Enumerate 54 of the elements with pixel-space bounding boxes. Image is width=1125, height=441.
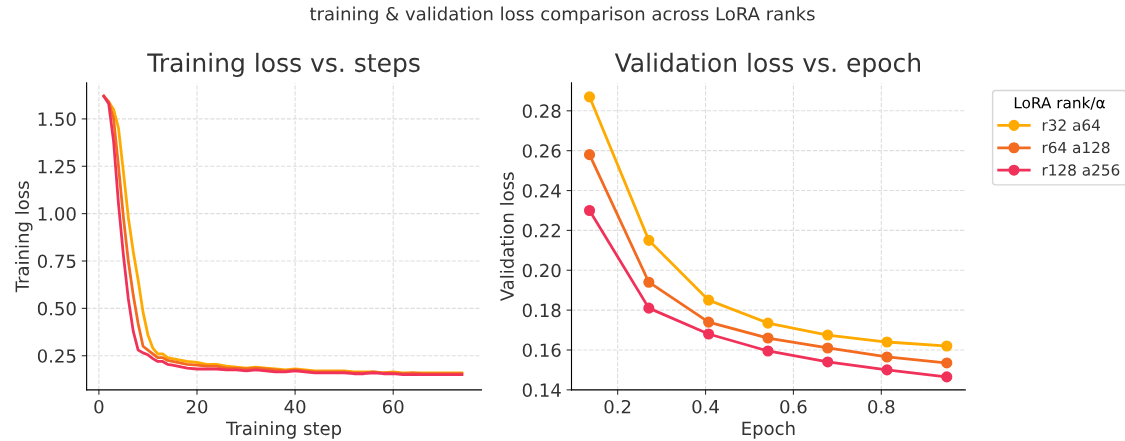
point xyxy=(703,294,715,306)
legend-label: r64 a128 xyxy=(1042,141,1110,154)
point xyxy=(762,332,774,344)
y-tick-label: 0.14 xyxy=(522,383,561,397)
point xyxy=(941,357,953,369)
point xyxy=(643,276,655,288)
point xyxy=(643,302,655,314)
point xyxy=(703,328,715,340)
legend-label: r32 a64 xyxy=(1042,119,1100,131)
point xyxy=(643,234,655,246)
point xyxy=(822,329,834,341)
x-tick-label: 20 xyxy=(186,399,208,414)
y-tick-label: 0.26 xyxy=(522,144,561,158)
x-tick-label: 0.8 xyxy=(868,399,895,414)
x-tick-label: 0.6 xyxy=(780,399,807,414)
point xyxy=(822,356,834,368)
y-tick-label: 0.75 xyxy=(37,254,76,269)
y-tick-label: 0.50 xyxy=(37,301,76,316)
y-tick-label: 0.25 xyxy=(37,349,76,363)
y-tick-label: 0.20 xyxy=(522,263,561,278)
x-axis-title: Epoch xyxy=(742,421,795,439)
x-tick-label: 60 xyxy=(382,399,404,414)
point xyxy=(583,91,596,103)
y-tick-label: 0.18 xyxy=(522,303,561,318)
point xyxy=(583,149,596,161)
y-axis-title: Validation loss xyxy=(499,172,514,302)
y-tick-label: 0.16 xyxy=(522,343,561,358)
point xyxy=(703,316,715,328)
point xyxy=(941,371,953,383)
point xyxy=(762,345,774,357)
legend-label: r128 a256 xyxy=(1042,164,1120,176)
text: training & validation loss comparison across LoRA ranks xyxy=(309,6,815,25)
y-tick-label: 0.28 xyxy=(522,104,561,118)
point xyxy=(881,336,893,348)
point xyxy=(762,317,774,329)
x-axis-title: Training step xyxy=(226,421,342,439)
x-tick-label: 0 xyxy=(94,399,104,414)
point xyxy=(881,351,893,363)
x-tick-label: 40 xyxy=(284,399,306,414)
chart-title: Validation loss vs. epoch xyxy=(614,52,920,77)
y-tick-label: 0.22 xyxy=(522,223,560,238)
y-tick-label: 1.50 xyxy=(38,112,76,127)
y-tick-label: 0.24 xyxy=(522,183,561,198)
point xyxy=(822,342,834,354)
y-tick-label: 1.00 xyxy=(38,207,76,221)
x-tick-label: 0.4 xyxy=(692,399,719,414)
legend-title: LoRA rank/α xyxy=(1014,96,1105,110)
point xyxy=(881,364,893,376)
chart-title: Training loss vs. steps xyxy=(147,52,420,77)
point xyxy=(941,340,953,352)
x-tick-label: 0.2 xyxy=(604,399,631,414)
y-tick-label: 1.25 xyxy=(38,159,76,174)
point xyxy=(583,204,596,217)
y-axis-title: Training loss xyxy=(15,181,33,293)
